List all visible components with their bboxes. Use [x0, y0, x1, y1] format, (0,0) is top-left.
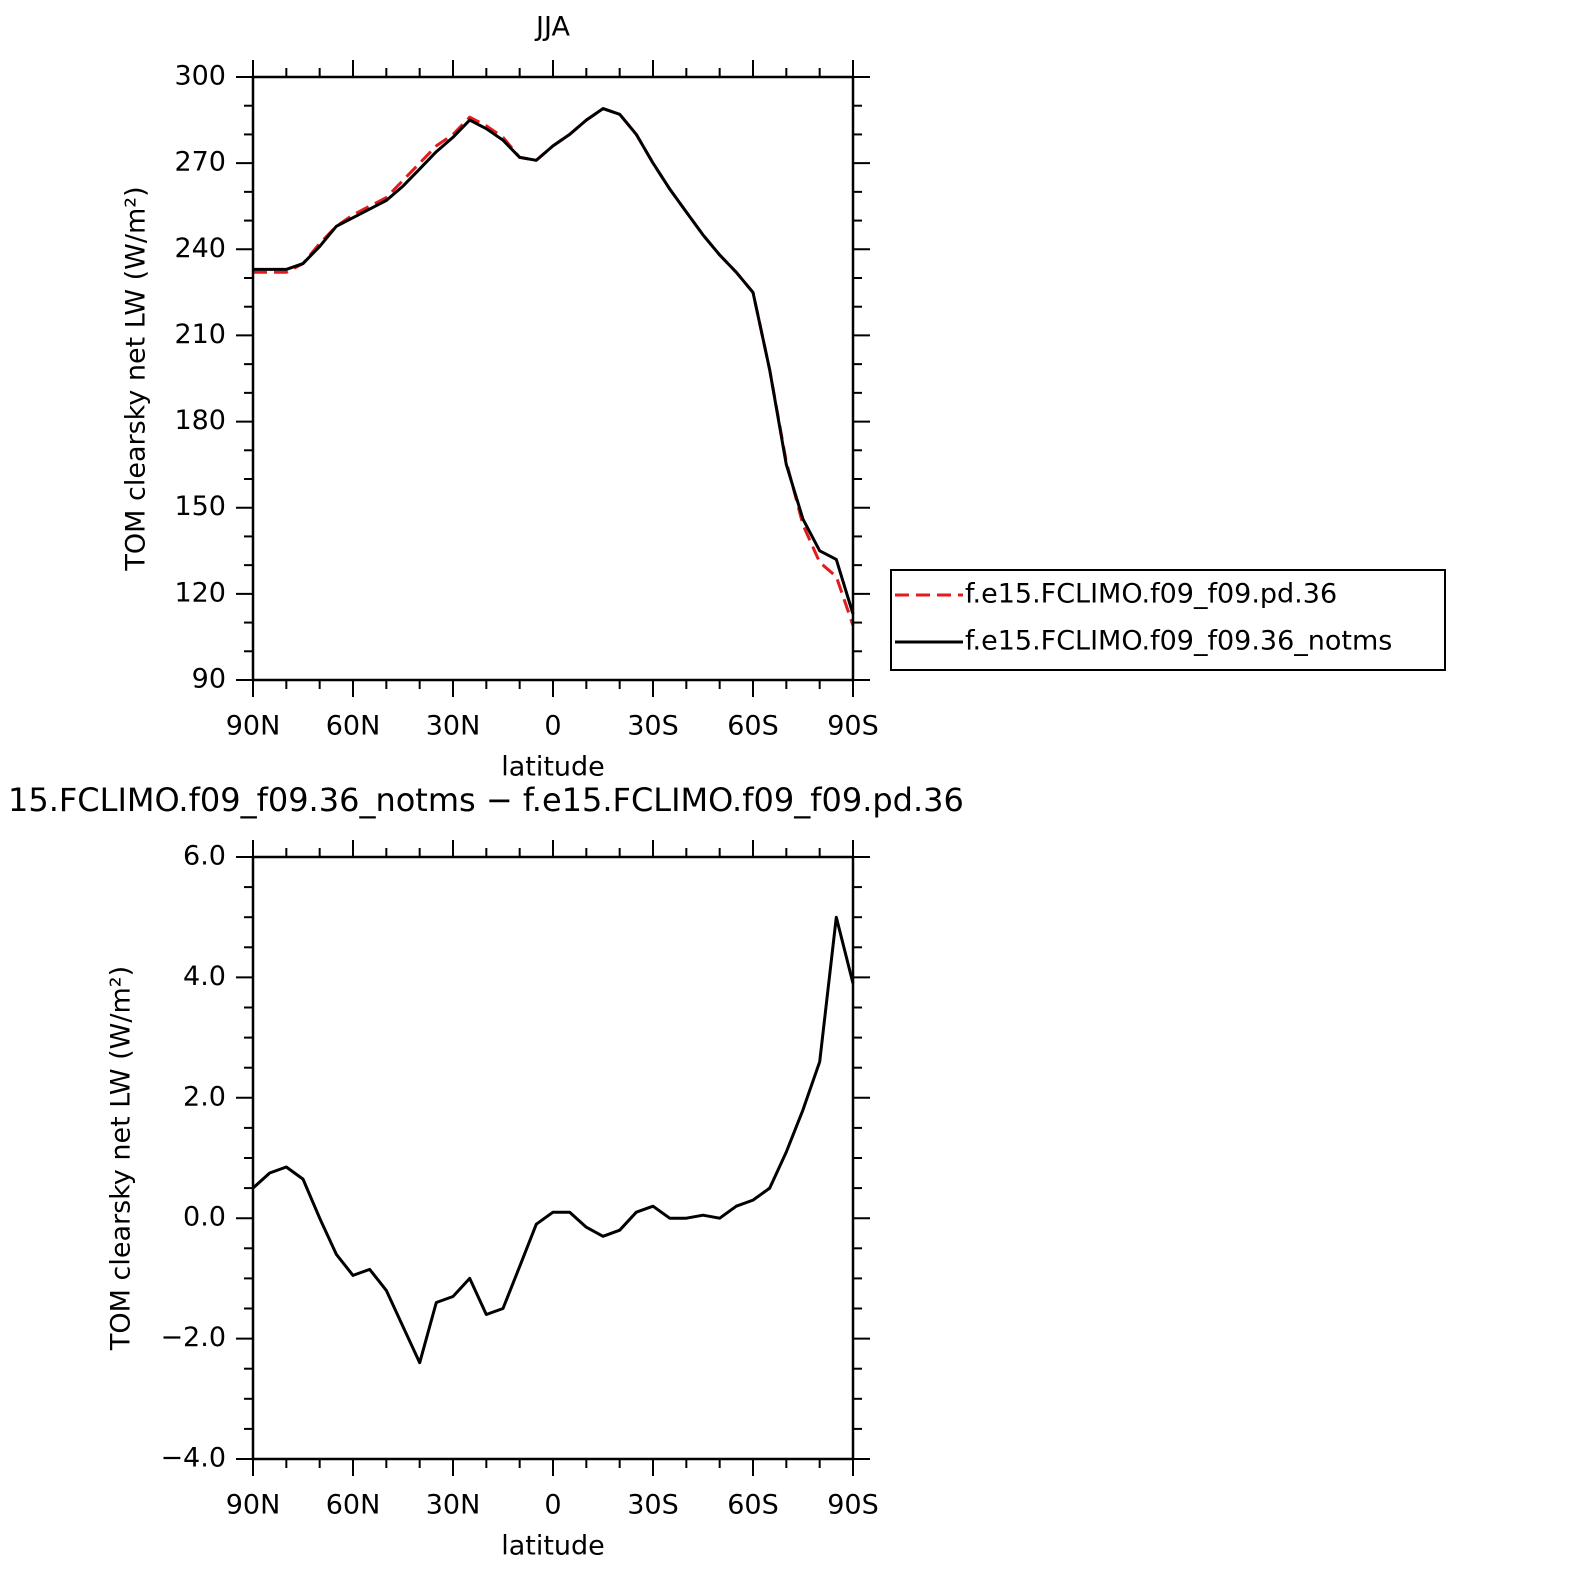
y-tick-label: −2.0	[160, 1322, 226, 1353]
y-tick-label: −4.0	[160, 1443, 226, 1474]
data-line	[253, 107, 855, 615]
y-tick-label: 6.0	[183, 841, 226, 872]
legend-label: f.e15.FCLIMO.f09_f09.pd.36	[965, 579, 1337, 610]
chart-title: 15.FCLIMO.f09_f09.36_notms − f.e15.FCLIM…	[8, 781, 964, 819]
x-axis-label: latitude	[501, 1531, 605, 1562]
x-tick-label: 90S	[827, 711, 879, 742]
x-tick-label: 30S	[627, 711, 679, 742]
x-tick-label: 90S	[827, 1490, 879, 1521]
y-tick-label: 2.0	[183, 1081, 226, 1112]
y-tick-label: 240	[174, 233, 226, 264]
legend-label: f.e15.FCLIMO.f09_f09.36_notms	[965, 626, 1392, 657]
y-tick-label: 0.0	[183, 1202, 226, 1233]
y-tick-label: 90	[192, 664, 226, 695]
data-line	[253, 107, 855, 626]
plot-frame	[251, 855, 855, 1461]
y-axis-label: TOM clearsky net LW (W/m²)	[121, 186, 152, 571]
y-tick-label: 150	[174, 491, 226, 522]
x-tick-label: 90N	[226, 1490, 281, 1521]
x-axis-label: latitude	[501, 752, 605, 783]
legend-box	[890, 569, 1446, 671]
y-tick-label: 120	[174, 577, 226, 608]
y-tick-label: 300	[174, 61, 226, 92]
x-tick-label: 60N	[326, 711, 381, 742]
plot-frame	[251, 75, 855, 682]
y-tick-label: 210	[174, 319, 226, 350]
y-tick-label: 4.0	[183, 961, 226, 992]
data-line	[251, 915, 855, 1365]
x-tick-label: 60N	[326, 1490, 381, 1521]
y-tick-label: 270	[174, 147, 226, 178]
y-tick-label: 180	[174, 405, 226, 436]
x-tick-label: 30N	[426, 711, 481, 742]
x-tick-label: 60S	[727, 1490, 779, 1521]
x-tick-label: 30N	[426, 1490, 481, 1521]
y-axis-label: TOM clearsky net LW (W/m²)	[106, 966, 137, 1351]
x-tick-label: 90N	[226, 711, 281, 742]
x-tick-label: 0	[544, 711, 561, 742]
chart-title: JJA	[534, 12, 570, 43]
x-tick-label: 0	[544, 1490, 561, 1521]
x-tick-label: 60S	[727, 711, 779, 742]
x-tick-label: 30S	[627, 1490, 679, 1521]
